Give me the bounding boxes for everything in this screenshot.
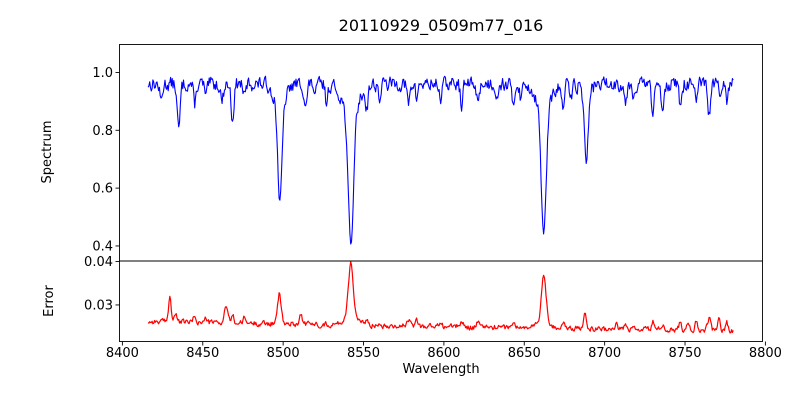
spectrum-y-tick-label: 1.0: [92, 66, 113, 81]
x-tick-label: 8400: [106, 346, 139, 361]
x-tick-label: 8600: [427, 346, 460, 361]
plot-title: 20110929_0509m77_016: [339, 16, 544, 36]
spectrum-panel-frame: [119, 44, 763, 262]
error-y-axis-label: Error: [42, 285, 57, 317]
error-y-tick-label: 0.03: [84, 298, 113, 313]
spectrum-y-tick-label: 0.8: [92, 124, 113, 139]
x-tick-label: 8450: [186, 346, 219, 361]
spectrum-y-axis-label: Spectrum: [40, 121, 55, 184]
x-tick-label: 8750: [668, 346, 701, 361]
x-tick-label: 8550: [347, 346, 380, 361]
x-axis-label: Wavelength: [402, 362, 479, 377]
spectrum-line: [147, 75, 734, 245]
x-tick-label: 8700: [588, 346, 621, 361]
error-y-tick-label: 0.04: [84, 255, 113, 270]
spectrum-y-tick-label: 0.6: [92, 182, 113, 197]
error-line: [147, 261, 734, 334]
plot-dynamic-content: 0.4 0.6 0.8 1.0 0.03 0.04 8400 8450 8500 8550 8600…: [84, 66, 782, 361]
x-tick-label: 8500: [267, 346, 300, 361]
spectrum-y-tick-label: 0.4: [92, 239, 113, 254]
x-tick-label: 8650: [508, 346, 541, 361]
error-panel-frame: [119, 260, 763, 342]
x-tick-label: 8800: [749, 346, 782, 361]
